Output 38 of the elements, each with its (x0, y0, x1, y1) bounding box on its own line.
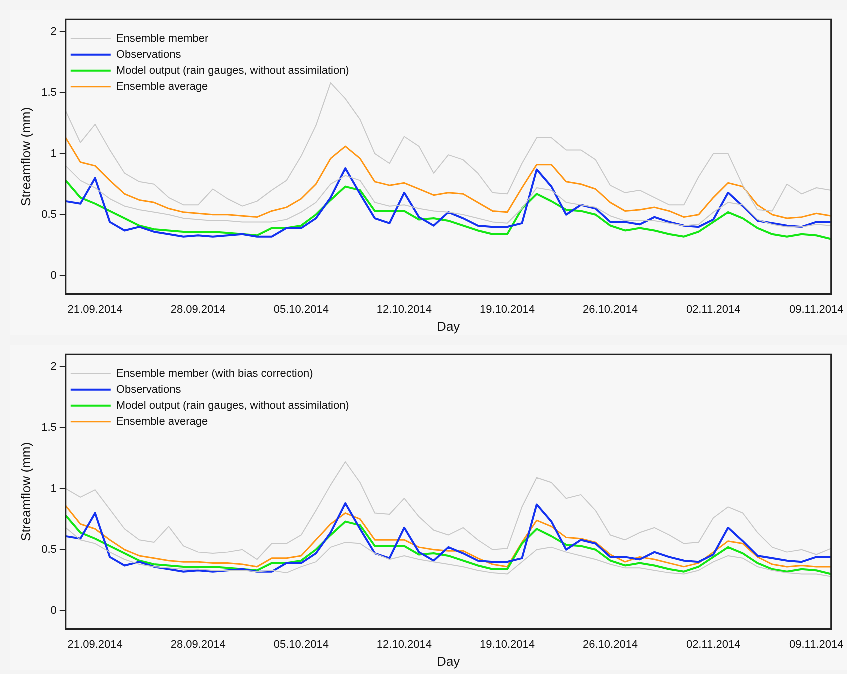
legend-label: Ensemble member (with bias correction) (116, 368, 314, 380)
legend-label: Ensemble average (116, 80, 208, 93)
y-tick-label: 0 (50, 604, 57, 617)
legend-label: Observations (116, 384, 182, 396)
x-tick-label: 21.09.2014 (68, 638, 123, 651)
x-tick-label: 02.11.2014 (686, 638, 741, 651)
x-tick-label: 26.10.2014 (583, 304, 638, 316)
legend-label: Model output (rain gauges, without assimilation) (116, 64, 350, 77)
x-tick-label: 28.09.2014 (170, 638, 226, 651)
x-tick-label: 21.09.2014 (68, 304, 123, 316)
x-axis-title: Day (437, 318, 461, 334)
x-tick-label: 12.10.2014 (376, 638, 432, 651)
x-tick-label: 12.10.2014 (376, 304, 432, 316)
legend-label: Ensemble member (116, 32, 210, 45)
x-tick-label: 05.10.2014 (274, 638, 329, 651)
y-tick-label: 0.5 (42, 544, 57, 556)
y-tick-label: 0.5 (42, 208, 57, 221)
x-tick-label: 19.10.2014 (480, 304, 536, 316)
x-tick-label: 02.11.2014 (686, 304, 741, 316)
x-tick-label: 19.10.2014 (480, 638, 536, 651)
x-tick-label: 09.11.2014 (789, 638, 844, 651)
y-tick-label: 1.5 (42, 86, 57, 99)
y-tick-label: 1 (50, 482, 57, 495)
y-tick-label: 0 (50, 270, 57, 282)
y-axis-title: Streamflow (mm) (18, 107, 34, 206)
y-tick-label: 1.5 (42, 422, 57, 434)
y-tick-label: 1 (50, 148, 57, 160)
legend-label: Model output (rain gauges, without assimilation) (116, 400, 350, 412)
y-tick-label: 2 (50, 360, 57, 373)
legend-label: Ensemble average (116, 416, 208, 428)
x-tick-label: 09.11.2014 (789, 304, 844, 316)
x-tick-label: 26.10.2014 (583, 638, 638, 651)
y-axis-title: Streamflow (mm) (18, 442, 34, 542)
x-axis-title: Day (437, 654, 461, 669)
legend-label: Observations (116, 48, 182, 61)
x-tick-label: 28.09.2014 (170, 304, 226, 316)
x-tick-label: 05.10.2014 (274, 304, 329, 316)
y-tick-label: 2 (50, 26, 57, 38)
